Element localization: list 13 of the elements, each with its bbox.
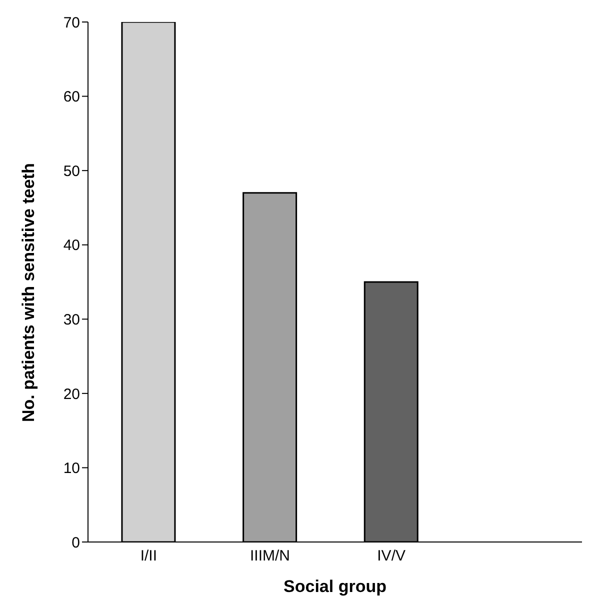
y-tick-label: 20 — [63, 386, 80, 403]
y-tick-label: 40 — [63, 237, 80, 254]
x-tick-label: IIIM/N — [250, 548, 290, 565]
x-tick-label: IV/V — [377, 548, 406, 565]
y-tick-label: 30 — [63, 311, 80, 328]
y-tick-label: 50 — [63, 162, 80, 180]
x-axis-title: Social group — [284, 577, 386, 596]
y-tick-label: 70 — [63, 14, 80, 32]
y-tick-label: 60 — [63, 88, 80, 106]
y-tick-label: 0 — [72, 534, 80, 552]
y-tick-label: 10 — [63, 460, 80, 478]
x-tick-label: I/II — [140, 548, 158, 565]
y-axis-title: No. patients with sensitive teeth — [19, 163, 38, 422]
